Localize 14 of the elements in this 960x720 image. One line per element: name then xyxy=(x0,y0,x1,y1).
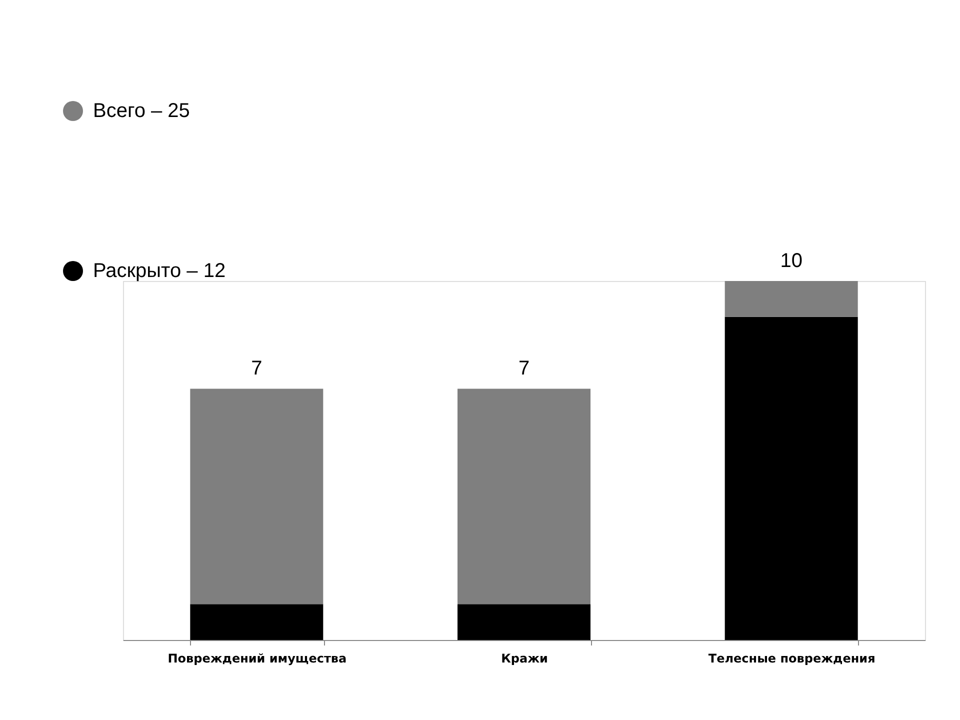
x-tick-label: Повреждений имущества xyxy=(168,652,347,666)
bar xyxy=(190,388,324,604)
annotation: 7 xyxy=(251,358,262,380)
bar xyxy=(458,388,590,604)
bar xyxy=(724,281,858,317)
x-tick-label: Телесные повреждения xyxy=(708,652,876,666)
legend-label: Всего – 25 xyxy=(93,100,190,122)
bar xyxy=(190,604,324,640)
bar xyxy=(458,604,590,640)
legend-label: Раскрыто – 12 xyxy=(93,260,226,282)
bar xyxy=(724,316,858,640)
x-tick-label: Кражи xyxy=(501,652,548,666)
annotation: 10 xyxy=(780,250,802,272)
annotation: 7 xyxy=(518,358,530,380)
